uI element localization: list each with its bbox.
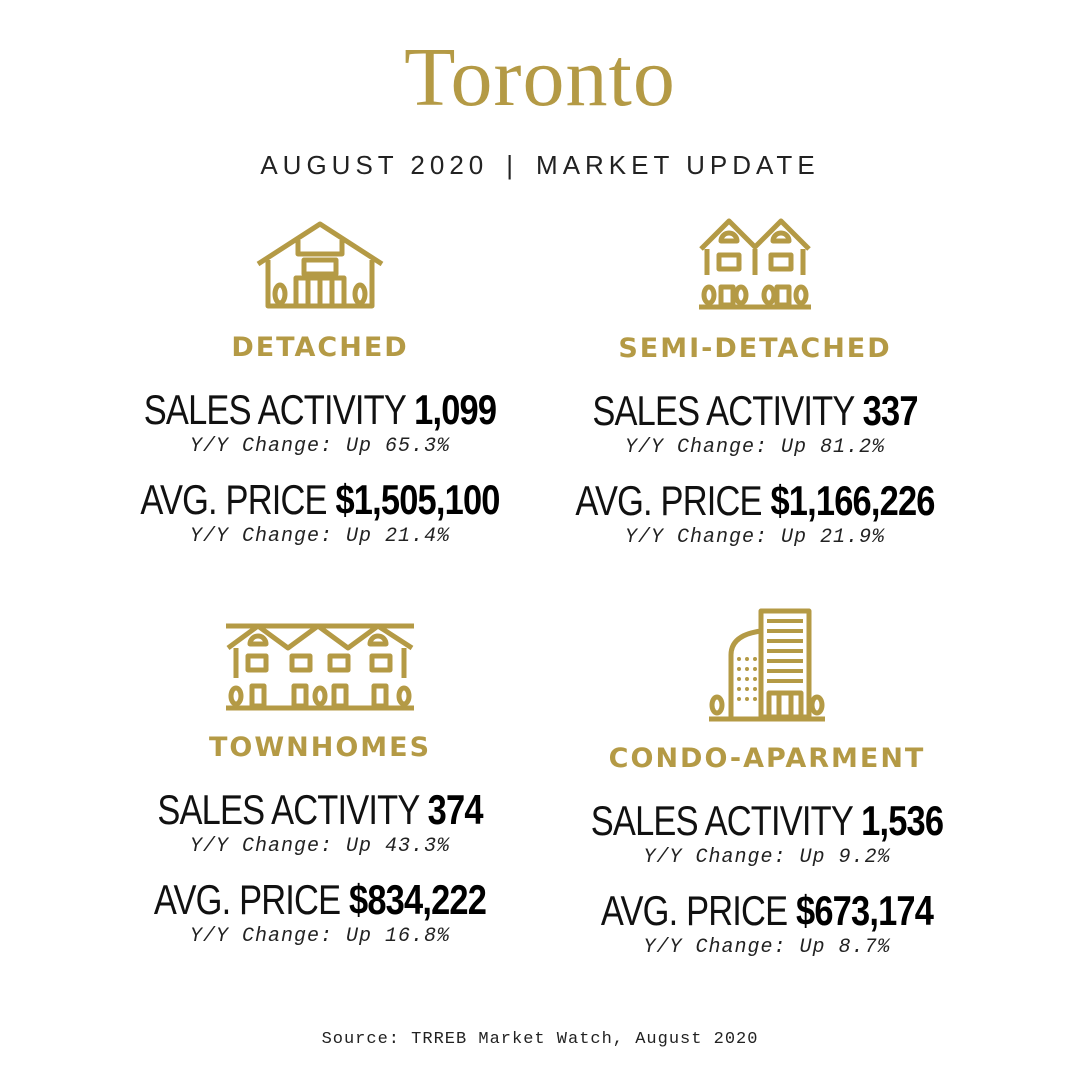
avg-price-label: AVG. PRICE xyxy=(153,876,341,923)
page-title: Toronto xyxy=(404,31,676,124)
card-townhomes: TOWNHOMES SALES ACTIVITY 374 Y/Y Change:… xyxy=(90,618,550,947)
sales-activity-value: 1,536 xyxy=(861,797,944,844)
sales-activity-line: SALES ACTIVITY 1,099 xyxy=(131,389,508,431)
sales-activity-line: SALES ACTIVITY 337 xyxy=(566,390,943,432)
detached-house-icon xyxy=(256,221,384,309)
sales-activity-line: SALES ACTIVITY 1,536 xyxy=(578,800,955,842)
page-subtitle: AUGUST 2020 | MARKET UPDATE xyxy=(0,150,1080,181)
avg-price-value: $834,222 xyxy=(349,876,487,923)
sales-change: Y/Y Change: Up 65.3% xyxy=(189,435,451,458)
heading-townhomes: TOWNHOMES xyxy=(208,732,432,763)
subtitle-label: MARKET UPDATE xyxy=(536,150,820,180)
subtitle-separator: | xyxy=(506,150,519,180)
sales-activity-value: 337 xyxy=(862,387,919,434)
sales-activity-label: SALES ACTIVITY xyxy=(157,786,419,833)
card-detached: DETACHED SALES ACTIVITY 1,099 Y/Y Change… xyxy=(90,220,550,547)
avg-price-value: $1,166,226 xyxy=(770,477,935,524)
avg-price-line: AVG. PRICE $673,174 xyxy=(578,890,955,932)
townhomes-icon xyxy=(226,623,414,711)
subtitle-date: AUGUST 2020 xyxy=(260,150,489,180)
price-change: Y/Y Change: Up 21.9% xyxy=(624,526,886,549)
price-change: Y/Y Change: Up 21.4% xyxy=(189,525,451,548)
sales-change: Y/Y Change: Up 9.2% xyxy=(643,846,891,869)
avg-price-label: AVG. PRICE xyxy=(600,887,788,934)
sales-activity-line: SALES ACTIVITY 374 xyxy=(131,789,508,831)
avg-price-value: $673,174 xyxy=(796,887,934,934)
sales-change: Y/Y Change: Up 43.3% xyxy=(189,835,451,858)
sales-activity-label: SALES ACTIVITY xyxy=(143,386,406,433)
sales-change: Y/Y Change: Up 81.2% xyxy=(624,436,886,459)
avg-price-line: AVG. PRICE $1,166,226 xyxy=(566,480,943,522)
card-semi-detached: SEMI-DETACHED SALES ACTIVITY 337 Y/Y Cha… xyxy=(525,215,985,548)
avg-price-label: AVG. PRICE xyxy=(140,476,327,523)
sales-activity-label: SALES ACTIVITY xyxy=(590,797,853,844)
heading-semi-detached: SEMI-DETACHED xyxy=(618,333,892,364)
card-condo-apartment: CONDO-APARMENT SALES ACTIVITY 1,536 Y/Y … xyxy=(537,605,997,958)
sales-activity-label: SALES ACTIVITY xyxy=(592,387,854,434)
avg-price-value: $1,505,100 xyxy=(335,476,500,523)
source-note: Source: TRREB Market Watch, August 2020 xyxy=(321,1030,759,1049)
avg-price-label: AVG. PRICE xyxy=(575,477,762,524)
condo-building-icon xyxy=(709,608,825,722)
sales-activity-value: 374 xyxy=(427,786,484,833)
avg-price-line: AVG. PRICE $1,505,100 xyxy=(131,479,508,521)
sales-activity-value: 1,099 xyxy=(414,386,497,433)
avg-price-line: AVG. PRICE $834,222 xyxy=(131,879,508,921)
price-change: Y/Y Change: Up 16.8% xyxy=(189,925,451,948)
price-change: Y/Y Change: Up 8.7% xyxy=(643,936,891,959)
heading-condo-apartment: CONDO-APARMENT xyxy=(608,743,926,774)
semi-detached-house-icon xyxy=(699,218,811,310)
heading-detached: DETACHED xyxy=(231,332,409,363)
